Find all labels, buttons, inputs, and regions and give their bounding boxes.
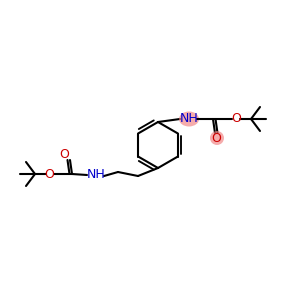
Text: O: O xyxy=(44,167,54,181)
Text: O: O xyxy=(231,112,241,125)
Ellipse shape xyxy=(210,131,224,145)
Ellipse shape xyxy=(179,112,199,127)
Text: NH: NH xyxy=(87,167,105,181)
Text: O: O xyxy=(59,148,69,161)
Text: NH: NH xyxy=(180,112,198,125)
Text: O: O xyxy=(211,131,221,145)
